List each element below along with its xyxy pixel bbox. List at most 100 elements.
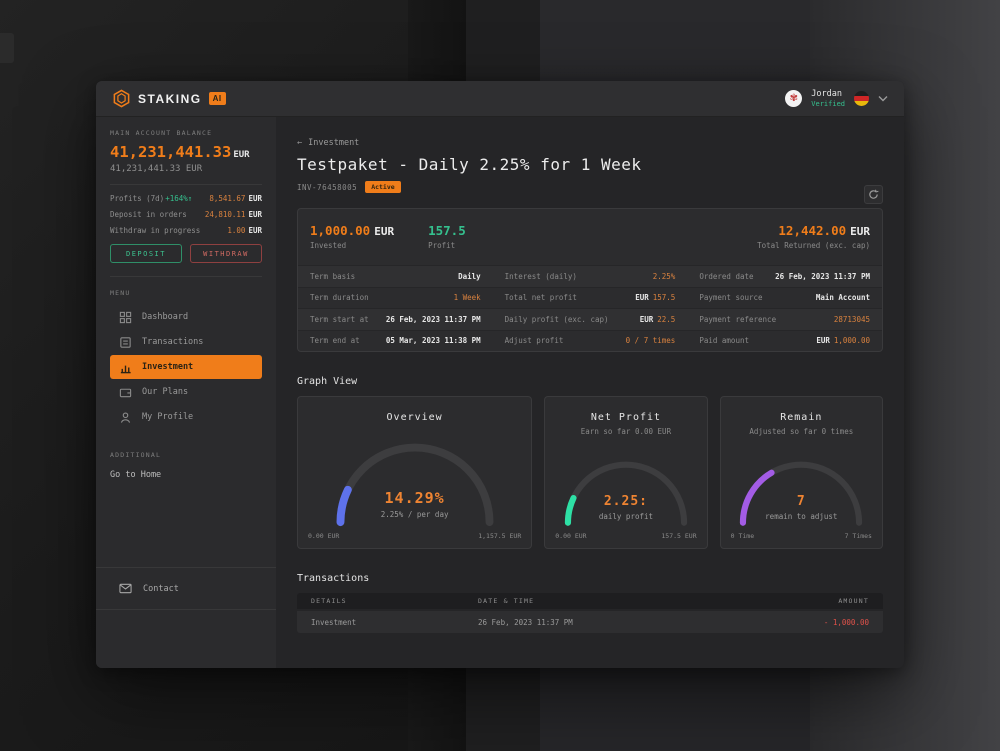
chevron-down-icon[interactable] [878,95,888,102]
app-window: STAKING AI ✾ Jordan Verified MAIN ACCOUN… [96,81,904,668]
investment-icon [119,361,132,374]
brand-name: STAKING [138,91,202,106]
invoice-id: INV-76458005 [297,182,358,192]
column-amount: AMOUNT [838,597,869,605]
divider [110,184,262,185]
staking-logo-icon [112,89,131,108]
sidebar-item-my-profile[interactable]: My Profile [110,405,262,429]
details-table: Term basis Daily Interest (daily) 2.25% … [298,265,882,351]
sidebar-item-our-plans[interactable]: Our Plans [110,380,262,404]
summary-row: 1,000.00 EUR Invested 157.5 Profit 12,442… [298,209,882,261]
overview-gauge-arc [336,443,494,527]
gauge-max-label: 157.5 EUR [661,532,697,540]
detail-term-duration: Term duration 1 Week [310,293,481,303]
invested-summary: 1,000.00 EUR Invested [310,223,395,250]
user-verified-status: Verified [811,99,845,108]
brand-ai-badge: AI [208,92,226,105]
gauge-title: Remain [780,412,823,423]
detail-interest-daily: Interest (daily) 2.25% [504,271,676,281]
transactions-heading: Transactions [297,573,370,584]
transactions-icon [119,336,132,349]
detail-term-end-at: Term end at 05 Mar, 2023 11:38 PM [310,336,481,346]
back-to-investment-link[interactable]: ← Investment [297,138,360,148]
german-flag-icon[interactable] [854,91,869,106]
status-badge: Active [365,181,401,193]
gauge-caption: remain to adjust [765,512,838,521]
gauge-caption: 2.25% / per day [380,510,449,519]
backdrop-notch [0,33,14,63]
sidebar-item-transactions[interactable]: Transactions [110,330,262,354]
back-arrow-icon: ← [297,138,303,148]
gauge-subtitle: Earn so far 0.00 EUR [580,427,672,436]
main-content: ← Investment Testpaket - Daily 2.25% for… [276,117,904,668]
gauge-value: 2.25: [603,494,648,509]
stat-profits-7d: Profits (7d) +164%↑ 8,541.67 EUR [110,194,262,203]
net-profit-gauge-card: Net Profit Earn so far 0.00 EUR 2.25: da… [544,396,708,549]
avatar: ✾ [785,90,803,107]
divider [110,276,262,277]
table-row[interactable]: Investment 26 Feb, 2023 11:37 PM - 1,000… [297,611,883,633]
remain-gauge-arc [740,461,863,526]
detail-term-start-at: Term start at 26 Feb, 2023 11:37 PM [310,314,481,324]
txn-details: Investment [311,617,357,627]
secondary-balance: 41,231,441.33 EUR [110,164,203,174]
gauge-max-label: 7 Times [844,532,872,540]
withdraw-button[interactable]: WITHDRAW [190,244,262,263]
gauge-max-label: 1,157.5 EUR [478,532,522,540]
detail-term-basis: Term basis Daily [310,271,481,281]
balance-section-label: MAIN ACCOUNT BALANCE [110,129,213,137]
net-profit-gauge-arc [564,461,688,526]
gauge-title: Net Profit [590,412,662,423]
column-date-time: DATE & TIME [478,597,535,605]
detail-payment-source: Payment source Main Account [699,293,870,303]
profit-summary: 157.5 Profit [428,223,466,250]
gauge-row: Overview 14.29% 2.25% / per day 0.00 EUR… [297,396,883,549]
additional-section-label: ADDITIONAL [110,451,162,459]
txn-amount: - 1,000.00 [823,617,869,627]
top-bar: STAKING AI ✾ Jordan Verified [96,81,904,117]
gauge-caption: daily profit [598,512,654,521]
dashboard-icon [119,311,132,324]
gauge-value: 7 [796,494,806,509]
user-name: Jordan [811,89,842,100]
contact-link[interactable]: Contact [96,567,276,610]
gauge-subtitle [298,427,531,437]
page-title: Testpaket - Daily 2.25% for 1 Week [297,155,642,174]
detail-adjust-profit: Adjust profit 0 / 7 times [504,336,676,346]
brand-logo[interactable]: STAKING AI [112,89,226,108]
total-returned-summary: 12,442.00 EUR Total Returned (exc. cap) [757,223,870,250]
gauge-value: 14.29% [384,489,445,507]
transactions-table: DETAILS DATE & TIME AMOUNT Investment 26… [297,593,883,633]
sidebar: MAIN ACCOUNT BALANCE 41,231,441.33 EUR 41… [96,117,276,668]
column-details: DETAILS [311,597,347,605]
balance-stats: Profits (7d) +164%↑ 8,541.67 EUR Deposit i… [110,194,262,235]
stat-deposit-in-orders: Deposit in orders 24,810.11 EUR [110,210,262,219]
refresh-button[interactable] [864,185,883,204]
main-balance: 41,231,441.33 EUR [110,143,250,161]
investment-details-card: 1,000.00 EUR Invested 157.5 Profit 12,442… [297,208,883,352]
gauge-subtitle: Adjusted so far 0 times [749,427,854,436]
sidebar-item-investment[interactable]: Investment [110,355,262,379]
stat-withdraw-in-progress: Withdraw in progress 1.00 EUR [110,226,262,235]
detail-ordered-date: Ordered date 26 Feb, 2023 11:37 PM [699,271,870,281]
overview-gauge-card: Overview 14.29% 2.25% / per day 0.00 EUR… [297,396,533,549]
txn-datetime: 26 Feb, 2023 11:37 PM [478,617,573,627]
transactions-table-header: DETAILS DATE & TIME AMOUNT [297,593,883,609]
graph-view-heading: Graph View [297,376,358,387]
go-to-home-link[interactable]: Go to Home [110,470,162,480]
detail-daily-profit: Daily profit (exc. cap) EUR 22.5 [504,314,676,324]
detail-payment-reference: Payment reference 28713045 [699,314,870,324]
gauge-min-label: 0 Time [730,532,755,540]
menu-section-label: MENU [110,289,131,297]
wallet-icon [119,386,132,399]
detail-paid-amount: Paid amount EUR 1,000.00 [699,336,870,346]
profile-icon [119,411,132,424]
sidebar-menu: Dashboard Transactions Investment [110,305,262,429]
sidebar-item-dashboard[interactable]: Dashboard [110,305,262,329]
user-menu[interactable]: ✾ Jordan Verified [785,89,888,108]
deposit-button[interactable]: DEPOSIT [110,244,182,263]
envelope-icon [119,583,132,594]
detail-total-net-profit: Total net profit EUR 157.5 [504,293,676,303]
gauge-title: Overview [386,412,443,423]
remain-gauge-card: Remain Adjusted so far 0 times 7 remain … [719,396,883,549]
